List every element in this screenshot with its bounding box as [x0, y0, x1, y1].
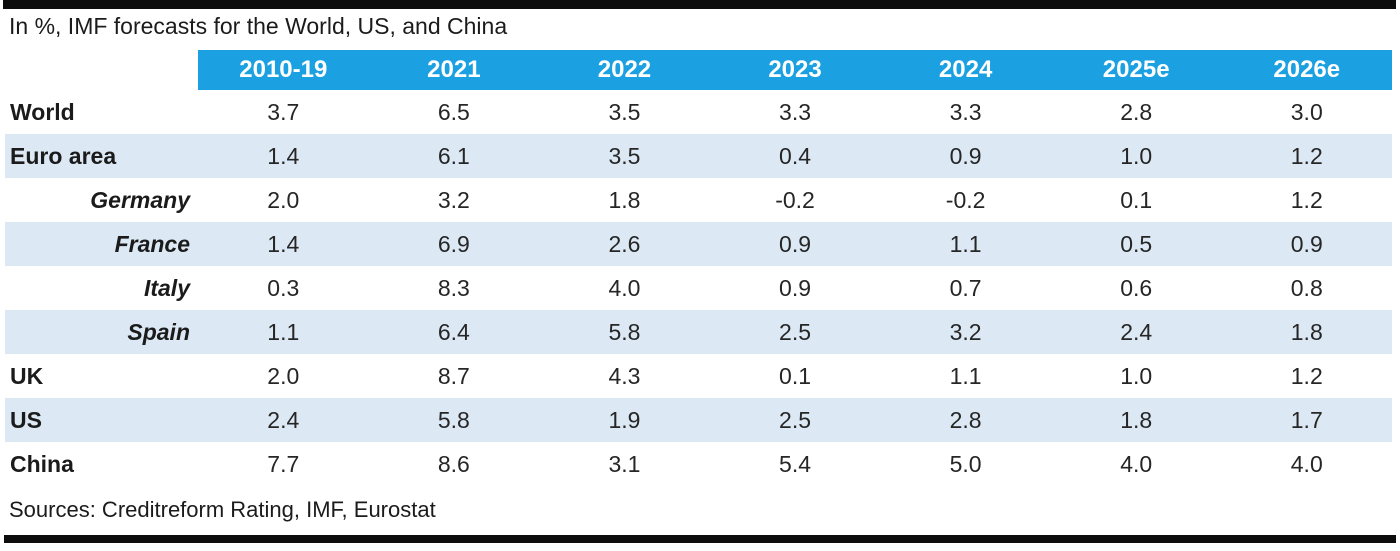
value-cell: 1.4 [267, 230, 300, 257]
value-cell: 0.9 [779, 230, 812, 257]
value-cell: 3.5 [608, 98, 641, 125]
table-row-italy: Italy 0.3 8.3 4.0 0.9 0.7 0.6 0.8 [5, 266, 1392, 310]
value-cell: 0.5 [1120, 230, 1153, 257]
value-cell: 3.2 [437, 186, 470, 213]
value-cell: 6.9 [437, 230, 470, 257]
table-row-france: France 1.4 6.9 2.6 0.9 1.1 0.5 0.9 [5, 222, 1392, 266]
value-cell: 0.7 [949, 274, 982, 301]
value-cell: 3.1 [608, 450, 641, 477]
value-cell: 0.1 [1120, 186, 1153, 213]
value-cell: 1.1 [949, 362, 982, 389]
table-header-row: 2010-19 2021 2022 2023 2024 2025e 2026e [5, 50, 1392, 90]
row-label-world: World [10, 98, 75, 125]
value-cell: 1.7 [1290, 406, 1323, 433]
value-cell: 8.6 [437, 450, 470, 477]
column-header-2022: 2022 [597, 56, 652, 83]
value-cell: 0.8 [1290, 274, 1323, 301]
value-cell: 2.4 [267, 406, 300, 433]
column-header-2021: 2021 [427, 56, 481, 83]
row-label-france: France [114, 230, 190, 257]
value-cell: -0.2 [945, 186, 986, 213]
top-border-bar [3, 0, 1396, 9]
value-cell: 2.5 [779, 318, 812, 345]
row-label-italy: Italy [143, 274, 190, 301]
value-cell: 1.2 [1290, 362, 1323, 389]
value-cell: 4.0 [1120, 450, 1153, 477]
value-cell: 0.3 [267, 274, 300, 301]
row-label-euro-area: Euro area [10, 142, 117, 169]
bottom-border-bar [4, 535, 1396, 543]
table-row-germany: Germany 2.0 3.2 1.8 -0.2 -0.2 0.1 1.2 [5, 178, 1392, 222]
value-cell: 6.4 [437, 318, 470, 345]
value-cell: 8.7 [437, 362, 470, 389]
value-cell: 3.7 [267, 98, 300, 125]
value-cell: 2.6 [608, 230, 641, 257]
value-cell: 3.3 [779, 98, 812, 125]
value-cell: 5.8 [608, 318, 641, 345]
value-cell: 1.1 [949, 230, 982, 257]
value-cell: 1.1 [267, 318, 300, 345]
value-cell: 1.2 [1290, 186, 1323, 213]
table-row-euro-area: Euro area 1.4 6.1 3.5 0.4 0.9 1.0 1.2 [5, 134, 1392, 178]
value-cell: 1.8 [1290, 318, 1323, 345]
table-row-spain: Spain 1.1 6.4 5.8 2.5 3.2 2.4 1.8 [5, 310, 1392, 354]
value-cell: 1.0 [1120, 362, 1153, 389]
page-title: In %, IMF forecasts for the World, US, a… [9, 13, 508, 39]
header-band: 2010-19 2021 2022 2023 2024 2025e 2026e [198, 50, 1392, 90]
table-row-china: China 7.7 8.6 3.1 5.4 5.0 4.0 4.0 [5, 442, 1392, 486]
value-cell: 6.5 [437, 98, 470, 125]
value-cell: 4.3 [608, 362, 641, 389]
value-cell: 0.9 [779, 274, 812, 301]
value-cell: 1.2 [1290, 142, 1323, 169]
value-cell: 3.2 [949, 318, 982, 345]
column-header-2025e: 2025e [1102, 56, 1170, 83]
table-row-world: World 3.7 6.5 3.5 3.3 3.3 2.8 3.0 [5, 90, 1392, 134]
value-cell: -0.2 [775, 186, 815, 213]
sources-note: Sources: Creditreform Rating, IMF, Euros… [9, 497, 436, 522]
value-cell: 2.8 [949, 406, 982, 433]
value-cell: 7.7 [267, 450, 300, 477]
value-cell: 1.8 [1120, 406, 1153, 433]
gdp-forecast-table: 2010-19 2021 2022 2023 2024 2025e 2026e … [5, 50, 1392, 486]
table-row-uk: UK 2.0 8.7 4.3 0.1 1.1 1.0 1.2 [5, 354, 1392, 398]
value-cell: 2.8 [1120, 98, 1153, 125]
row-label-china: China [10, 450, 74, 477]
value-cell: 0.9 [1290, 230, 1323, 257]
value-cell: 0.9 [949, 142, 982, 169]
value-cell: 5.4 [779, 450, 812, 477]
value-cell: 2.0 [267, 362, 300, 389]
value-cell: 3.5 [608, 142, 641, 169]
value-cell: 2.4 [1120, 318, 1153, 345]
value-cell: 3.0 [1290, 98, 1323, 125]
value-cell: 2.0 [267, 186, 300, 213]
value-cell: 4.0 [608, 274, 641, 301]
value-cell: 0.6 [1120, 274, 1153, 301]
value-cell: 6.1 [437, 142, 470, 169]
table-row-us: US 2.4 5.8 1.9 2.5 2.8 1.8 1.7 [5, 398, 1392, 442]
row-label-spain: Spain [127, 318, 190, 345]
row-label-uk: UK [10, 362, 44, 389]
column-header-2010-19: 2010-19 [239, 56, 328, 83]
row-label-us: US [10, 406, 42, 433]
column-header-2024: 2024 [938, 56, 993, 83]
value-cell: 3.3 [949, 98, 982, 125]
column-header-2023: 2023 [768, 56, 822, 83]
value-cell: 1.4 [267, 142, 300, 169]
value-cell: 2.5 [779, 406, 812, 433]
value-cell: 1.8 [608, 186, 641, 213]
value-cell: 0.4 [779, 142, 812, 169]
value-cell: 5.0 [949, 450, 982, 477]
value-cell: 1.9 [608, 406, 641, 433]
value-cell: 5.8 [437, 406, 470, 433]
column-header-2026e: 2026e [1273, 56, 1341, 83]
value-cell: 0.1 [779, 362, 812, 389]
header-spacer [5, 50, 198, 90]
value-cell: 4.0 [1290, 450, 1323, 477]
value-cell: 1.0 [1120, 142, 1153, 169]
row-label-germany: Germany [90, 186, 190, 213]
value-cell: 8.3 [437, 274, 470, 301]
